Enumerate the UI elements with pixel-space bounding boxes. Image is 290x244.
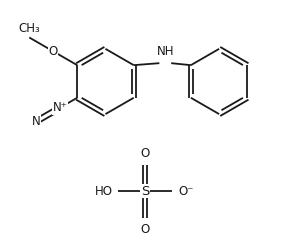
Text: HO: HO — [95, 185, 113, 198]
Text: CH₃: CH₃ — [18, 22, 40, 35]
Text: O: O — [140, 223, 150, 236]
Text: S: S — [141, 185, 149, 198]
Text: N: N — [32, 115, 41, 128]
Text: NH: NH — [157, 45, 174, 58]
Text: O⁻: O⁻ — [179, 185, 194, 198]
Text: O: O — [49, 45, 58, 58]
Text: O: O — [140, 147, 150, 160]
Text: N⁺: N⁺ — [53, 101, 68, 114]
